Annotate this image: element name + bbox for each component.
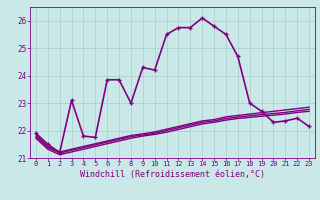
- X-axis label: Windchill (Refroidissement éolien,°C): Windchill (Refroidissement éolien,°C): [80, 170, 265, 179]
